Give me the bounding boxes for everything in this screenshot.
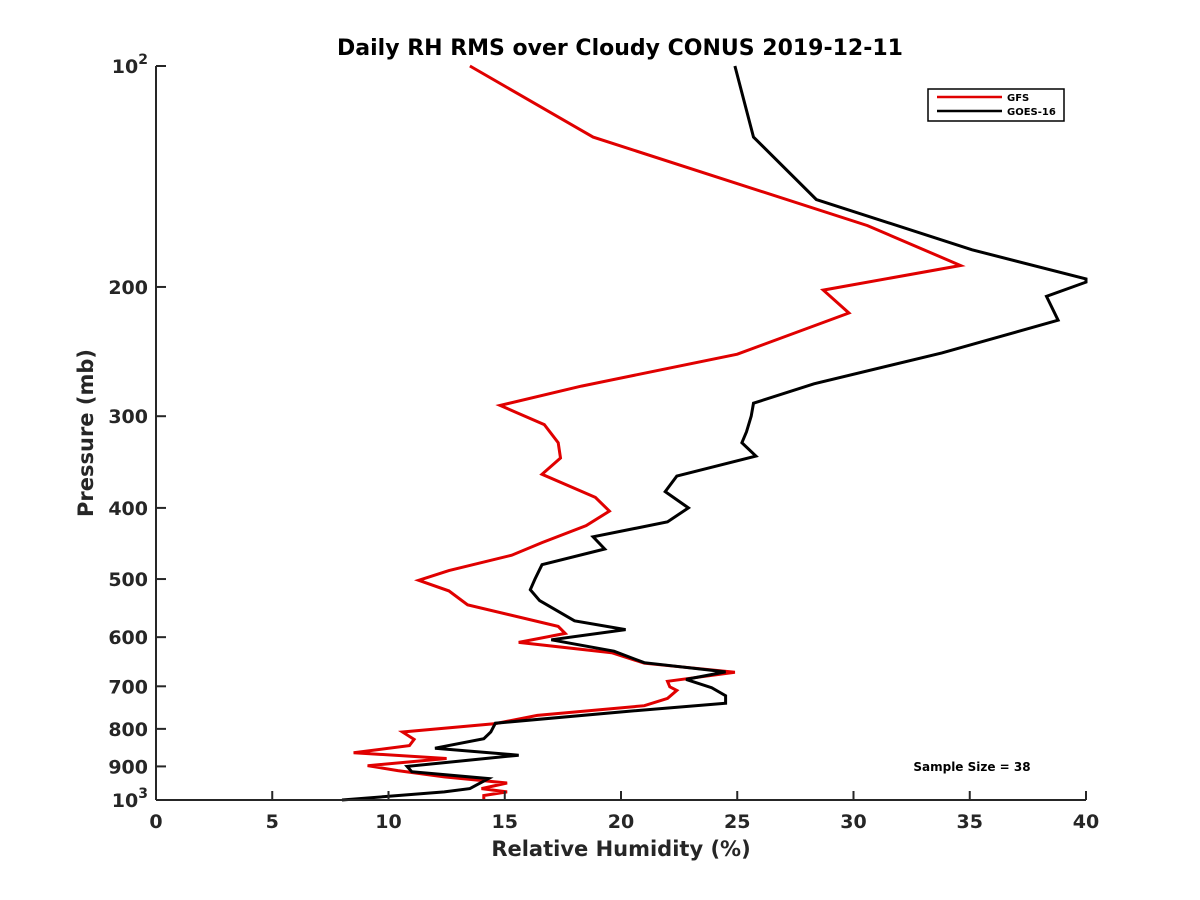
- series-line-gfs: [353, 64, 966, 800]
- chart-title: Daily RH RMS over Cloudy CONUS 2019-12-1…: [337, 36, 903, 61]
- y-tick-label: 102: [112, 52, 148, 78]
- y-tick-label: 500: [108, 569, 148, 591]
- x-tick-label: 5: [266, 811, 279, 833]
- y-tick-label: 800: [108, 719, 148, 741]
- y-tick-label: 103: [112, 786, 148, 812]
- x-tick-label: 40: [1073, 811, 1099, 833]
- x-tick-label: 15: [492, 811, 518, 833]
- x-tick-label: 0: [149, 811, 162, 833]
- y-tick-label: 600: [108, 627, 148, 649]
- y-tick-label: 400: [108, 498, 148, 520]
- x-tick-label: 25: [724, 811, 750, 833]
- x-tick-label: 35: [957, 811, 983, 833]
- sample-size-annotation: Sample Size = 38: [913, 760, 1030, 774]
- axes-layer: [155, 66, 1086, 801]
- y-ticks: 102 200 300 400 500 600 700 800 900 103: [108, 52, 166, 812]
- series-layer: [341, 64, 1088, 802]
- x-axis-label: Relative Humidity (%): [491, 837, 750, 861]
- legend-box: [927, 88, 1065, 122]
- legend-label-gfs: GFS: [1007, 93, 1029, 104]
- y-axis-label: Pressure (mb): [74, 349, 98, 517]
- y-tick-label: 200: [108, 277, 148, 299]
- y-tick-label: 700: [108, 676, 148, 698]
- x-tick-label: 10: [375, 811, 401, 833]
- legend: GFS GOES-16: [927, 88, 1065, 122]
- x-tick-label: 30: [840, 811, 866, 833]
- y-tick-label: 900: [108, 756, 148, 778]
- x-tick-label: 20: [608, 811, 634, 833]
- legend-label-goes16: GOES-16: [1007, 107, 1056, 118]
- x-ticks: 0 5 10 15 20 25 30 35 40: [149, 791, 1099, 833]
- y-tick-label: 300: [108, 406, 148, 428]
- series-line-goes16: [341, 65, 1088, 802]
